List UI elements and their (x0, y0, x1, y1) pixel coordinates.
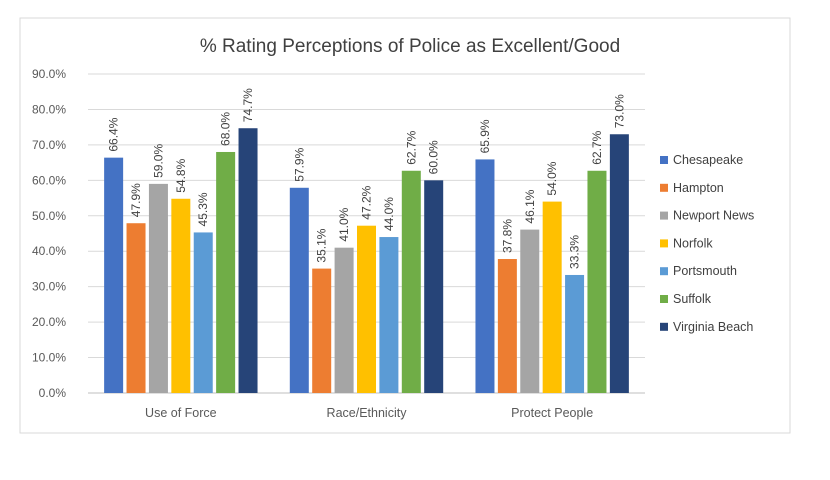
data-label: 46.1% (523, 189, 537, 223)
bar (126, 223, 146, 393)
data-label: 68.0% (219, 112, 233, 146)
data-label: 57.9% (292, 147, 306, 181)
data-label: 35.1% (315, 228, 329, 262)
legend-swatch (660, 183, 668, 192)
data-label: 45.3% (196, 192, 210, 226)
data-label: 33.3% (568, 235, 582, 269)
bar (312, 268, 332, 393)
bar (475, 159, 495, 393)
bar (565, 274, 585, 393)
data-label: 47.9% (129, 183, 143, 217)
legend-swatch (660, 239, 668, 248)
x-tick-label: Use of Force (145, 406, 217, 420)
bar (193, 232, 213, 393)
data-label: 47.2% (360, 185, 374, 219)
bar (357, 225, 376, 393)
y-tick-label: 10.0% (32, 351, 66, 365)
legend-label: Virginia Beach (673, 320, 753, 334)
legend-label: Chesapeake (673, 153, 743, 167)
bar (104, 157, 124, 393)
y-tick-label: 90.0% (32, 67, 66, 81)
bar (334, 247, 354, 393)
bar (497, 259, 517, 393)
chart-title: % Rating Perceptions of Police as Excell… (200, 36, 620, 57)
legend-swatch (660, 322, 668, 331)
bar (587, 170, 607, 393)
bar (289, 187, 309, 393)
legend-swatch (660, 267, 668, 276)
bar (424, 180, 444, 393)
y-tick-label: 60.0% (32, 173, 66, 187)
y-tick-label: 0.0% (39, 386, 67, 400)
bar (216, 151, 236, 393)
data-label: 41.0% (337, 207, 351, 241)
data-label: 59.0% (151, 144, 165, 178)
bar (542, 201, 562, 393)
bar (238, 128, 258, 394)
data-label: 54.8% (174, 158, 188, 192)
legend-label: Suffolk (673, 292, 712, 306)
legend-swatch (660, 156, 668, 164)
legend-label: Hampton (673, 181, 724, 195)
data-label: 73.0% (612, 94, 626, 128)
y-tick-label: 40.0% (32, 244, 66, 258)
data-label: 66.4% (107, 117, 121, 151)
data-label: 44.0% (382, 197, 396, 231)
data-label: 37.8% (500, 219, 514, 253)
data-label: 62.7% (404, 130, 418, 164)
legend-label: Portsmouth (673, 264, 737, 278)
data-label: 60.0% (427, 140, 441, 174)
x-tick-label: Protect People (511, 406, 593, 420)
y-tick-label: 80.0% (32, 102, 66, 116)
y-tick-label: 70.0% (32, 138, 66, 152)
x-tick-label: Race/Ethnicity (327, 406, 408, 420)
data-label: 54.0% (545, 161, 559, 195)
bar (520, 229, 540, 393)
y-tick-label: 30.0% (32, 280, 66, 294)
legend-swatch (660, 295, 668, 303)
bar (171, 198, 191, 393)
data-label: 65.9% (478, 119, 492, 153)
bar (401, 170, 421, 393)
bar (609, 134, 629, 393)
legend-label: Norfolk (673, 236, 713, 250)
y-tick-label: 20.0% (32, 315, 66, 329)
bar (148, 183, 168, 393)
data-label: 74.7% (241, 88, 255, 122)
data-label: 62.7% (590, 130, 604, 164)
legend-label: Newport News (673, 209, 754, 223)
bar (379, 237, 399, 393)
legend-swatch (660, 211, 668, 220)
y-tick-label: 50.0% (32, 209, 66, 223)
